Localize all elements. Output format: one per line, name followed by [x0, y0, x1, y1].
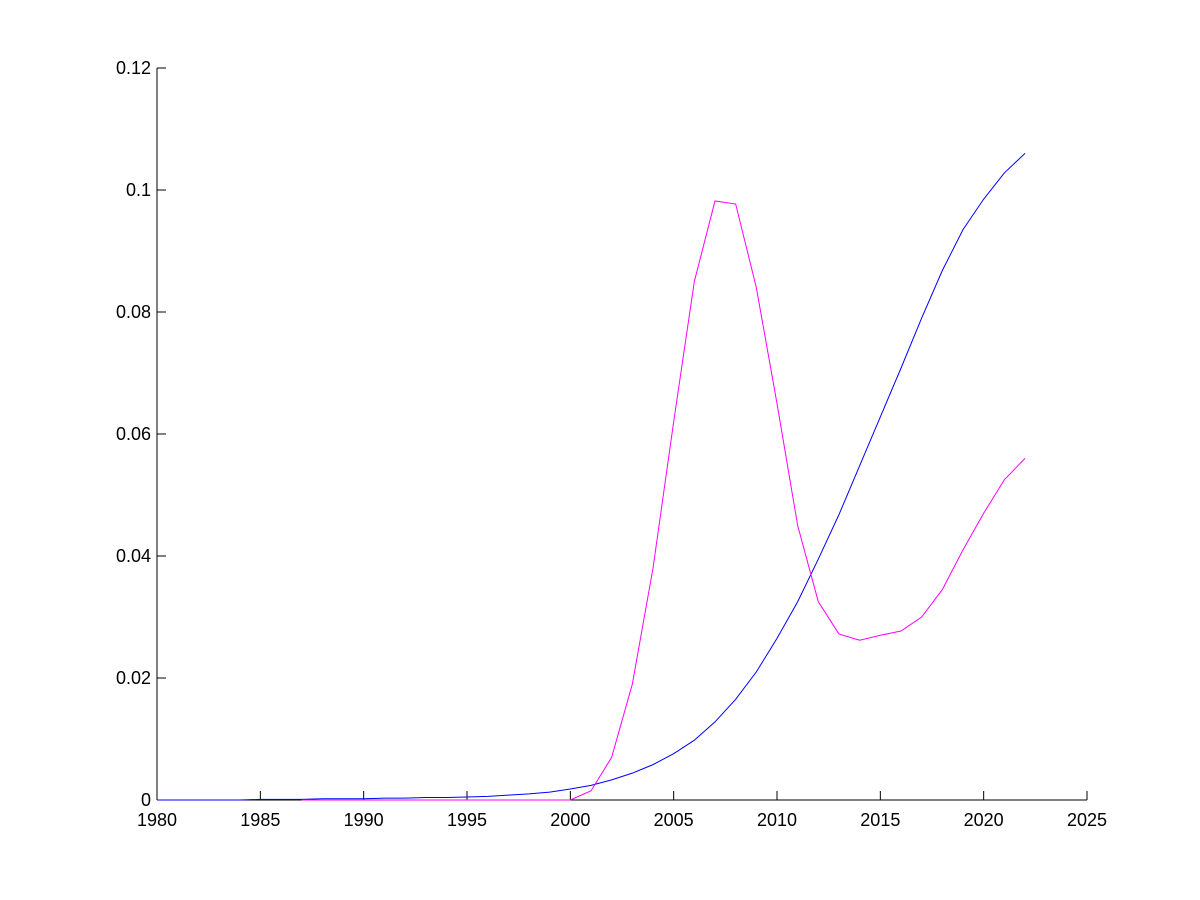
x-tick-label: 2000 [550, 810, 590, 830]
y-tick-label: 0 [141, 790, 151, 810]
series-line [301, 200, 1026, 801]
x-tick-label: 2020 [964, 810, 1004, 830]
y-tick-label: 0.12 [116, 58, 151, 78]
y-tick-label: 0.02 [116, 668, 151, 688]
x-tick-label: 1990 [344, 810, 384, 830]
y-tick-label: 0.08 [116, 302, 151, 322]
y-tick-label: 0.1 [126, 180, 151, 200]
x-tick-label: 2015 [860, 810, 900, 830]
series-line [157, 153, 1026, 801]
x-tick-label: 1995 [447, 810, 487, 830]
y-tick-label: 0.04 [116, 546, 151, 566]
x-tick-label: 2010 [757, 810, 797, 830]
y-tick-label: 0.06 [116, 424, 151, 444]
x-tick-label: 1985 [240, 810, 280, 830]
x-tick-label: 1980 [137, 810, 177, 830]
x-tick-label: 2005 [654, 810, 694, 830]
x-tick-label: 2025 [1067, 810, 1107, 830]
